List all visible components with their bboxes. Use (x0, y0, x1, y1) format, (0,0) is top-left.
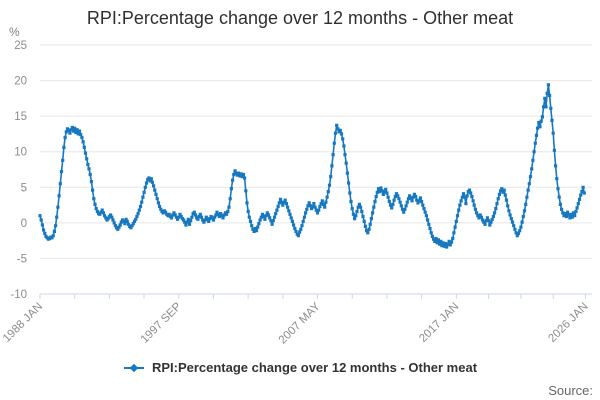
x-tick-label: 2017 JAN (417, 301, 461, 345)
x-tick-label: 2007 MAY (277, 300, 323, 346)
x-tick-label: 1997 SEP (139, 300, 184, 345)
y-tick-label: 15 (14, 111, 27, 123)
y-tick-label: 0 (21, 218, 27, 230)
legend-series-marker-icon (123, 363, 144, 372)
y-tick-label: -5 (17, 253, 27, 265)
x-axis: 1988 JAN 1997 SEP 2007 MAY 2017 JAN 2026 JAN (1, 293, 592, 346)
y-tick-label: 25 (14, 40, 27, 52)
source-label: Source: (548, 383, 593, 398)
y-tick-label: 20 (14, 76, 27, 88)
y-axis-labels: 25 20 15 10 5 0 -5 -10 (10, 40, 27, 301)
data-series (38, 83, 586, 249)
x-tick-label: 2026 JAN (546, 301, 590, 345)
chart-title: RPI:Percentage change over 12 months - O… (87, 8, 513, 28)
y-tick-label: 10 (14, 147, 27, 159)
y-tick-label: 5 (21, 182, 27, 194)
gridlines (40, 44, 592, 259)
legend-item-label[interactable]: RPI:Percentage change over 12 months - O… (151, 360, 478, 375)
series-point-markers (38, 83, 586, 249)
legend: RPI:Percentage change over 12 months - O… (0, 360, 600, 375)
y-axis-unit-label: % (9, 25, 20, 39)
x-tick-label: 1988 JAN (1, 301, 45, 345)
y-tick-label: -10 (10, 289, 27, 301)
chart-canvas: RPI:Percentage change over 12 months - O… (1, 8, 592, 346)
